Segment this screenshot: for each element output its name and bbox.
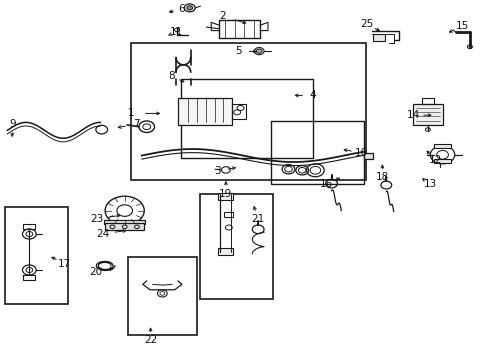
Text: 7: 7: [132, 119, 139, 129]
Bar: [5, 207, 68, 304]
Bar: [412, 104, 442, 125]
Bar: [128, 257, 196, 335]
Text: 1: 1: [127, 108, 134, 118]
Text: 24: 24: [96, 229, 109, 239]
Text: 3: 3: [214, 166, 221, 176]
Text: 19: 19: [219, 189, 232, 199]
Text: 18: 18: [375, 172, 388, 182]
Text: 10: 10: [355, 148, 367, 158]
Bar: [271, 121, 364, 184]
Text: 22: 22: [143, 335, 157, 345]
Bar: [224, 212, 232, 217]
Text: 9: 9: [9, 119, 16, 129]
Bar: [372, 34, 384, 41]
Text: 15: 15: [454, 21, 468, 31]
Text: 13: 13: [423, 179, 436, 189]
Text: 4: 4: [309, 90, 316, 100]
Text: 25: 25: [359, 19, 373, 30]
Bar: [104, 220, 145, 224]
Bar: [421, 98, 433, 104]
Circle shape: [256, 49, 262, 53]
Text: 6: 6: [178, 4, 185, 14]
Bar: [105, 223, 144, 230]
Text: 21: 21: [251, 214, 264, 224]
Bar: [199, 194, 272, 299]
Bar: [364, 153, 372, 159]
Bar: [218, 193, 232, 200]
Text: 20: 20: [89, 267, 102, 277]
Text: 5: 5: [235, 46, 242, 57]
Text: 11: 11: [169, 27, 183, 37]
Bar: [433, 144, 450, 148]
Bar: [131, 43, 365, 180]
Text: 8: 8: [167, 71, 174, 81]
Text: 16: 16: [319, 179, 333, 189]
Bar: [218, 248, 232, 255]
Bar: [232, 104, 245, 119]
Circle shape: [186, 6, 192, 10]
Text: 12: 12: [427, 155, 441, 165]
Text: 17: 17: [58, 258, 71, 269]
Bar: [433, 159, 450, 163]
Text: 2: 2: [219, 11, 225, 21]
Text: 14: 14: [406, 110, 419, 120]
Text: 23: 23: [90, 214, 103, 224]
Bar: [178, 98, 232, 125]
Bar: [181, 79, 312, 158]
